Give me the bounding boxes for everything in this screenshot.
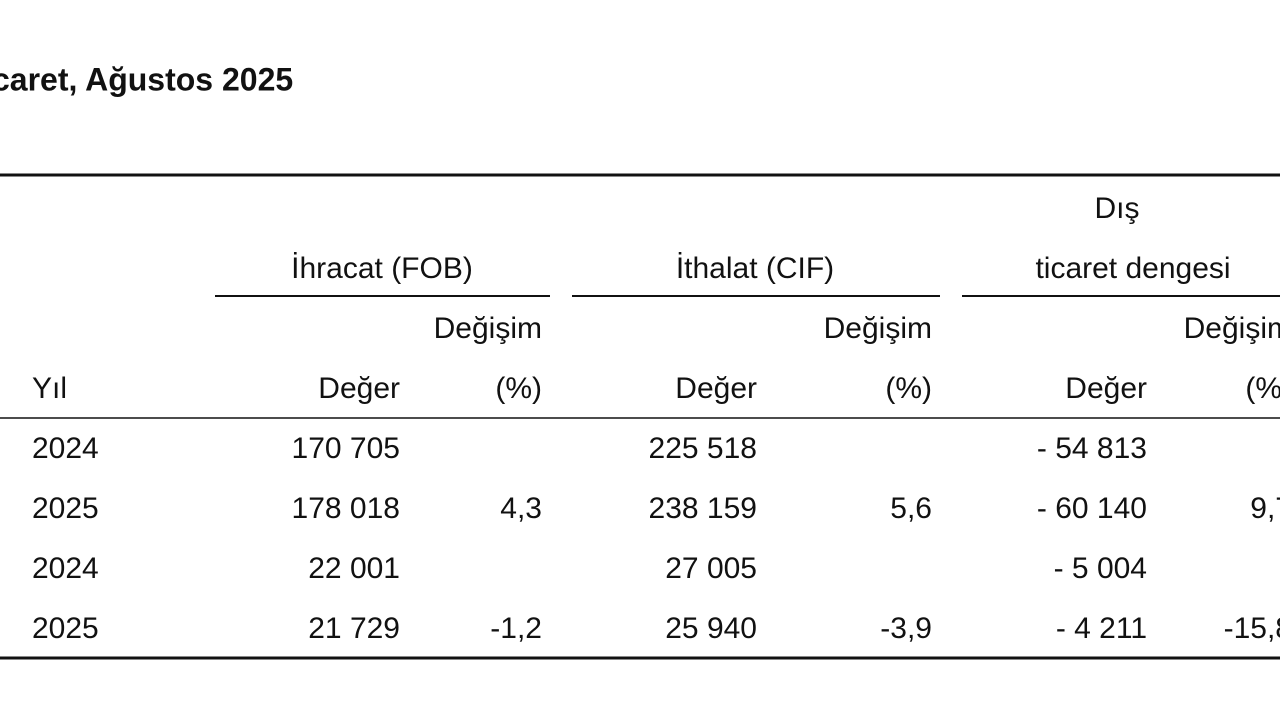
column-header: Değer [318, 372, 400, 405]
table-cell: - 4 211 [1056, 612, 1147, 645]
group-header: Dış [1095, 192, 1140, 225]
table-cell: - 54 813 [1037, 432, 1147, 465]
table-cell: 225 518 [649, 432, 757, 465]
table-cell: 22 001 [308, 552, 400, 585]
table-cell: 2024 [32, 552, 99, 585]
title: caret, Ağustos 2025 [0, 61, 293, 97]
group-header: ticaret dengesi [1035, 252, 1230, 285]
column-header: Değer [675, 372, 757, 405]
table-cell: - 60 140 [1037, 492, 1147, 525]
group-header: İhracat (FOB) [291, 252, 473, 285]
table-cell: - 5 004 [1054, 552, 1147, 585]
table-cell: 2024 [32, 432, 99, 465]
column-header: (%) [1245, 372, 1280, 405]
change-label: Değişim [434, 312, 542, 345]
table-cell: 2025 [32, 612, 99, 645]
table-cell: 178 018 [292, 492, 400, 525]
column-header: Yıl [32, 372, 67, 405]
table-cell: 27 005 [665, 552, 757, 585]
change-label: Değişim [824, 312, 932, 345]
table-cell: 9,7 [1250, 492, 1280, 525]
column-header: Değer [1065, 372, 1147, 405]
table-cell: 4,3 [500, 492, 542, 525]
table-cell: 25 940 [665, 612, 757, 645]
table-cell: 170 705 [292, 432, 400, 465]
table-cell: 21 729 [308, 612, 400, 645]
column-header: (%) [885, 372, 932, 405]
column-header: (%) [495, 372, 542, 405]
change-label: Değişim [1184, 312, 1280, 345]
table-cell: 238 159 [649, 492, 757, 525]
table-cell: 5,6 [890, 492, 932, 525]
table-cell: 2025 [32, 492, 99, 525]
table-cell: -15,8 [1224, 612, 1280, 645]
group-header: İthalat (CIF) [676, 252, 834, 285]
table-cell: -3,9 [880, 612, 932, 645]
table-cell: -1,2 [490, 612, 542, 645]
